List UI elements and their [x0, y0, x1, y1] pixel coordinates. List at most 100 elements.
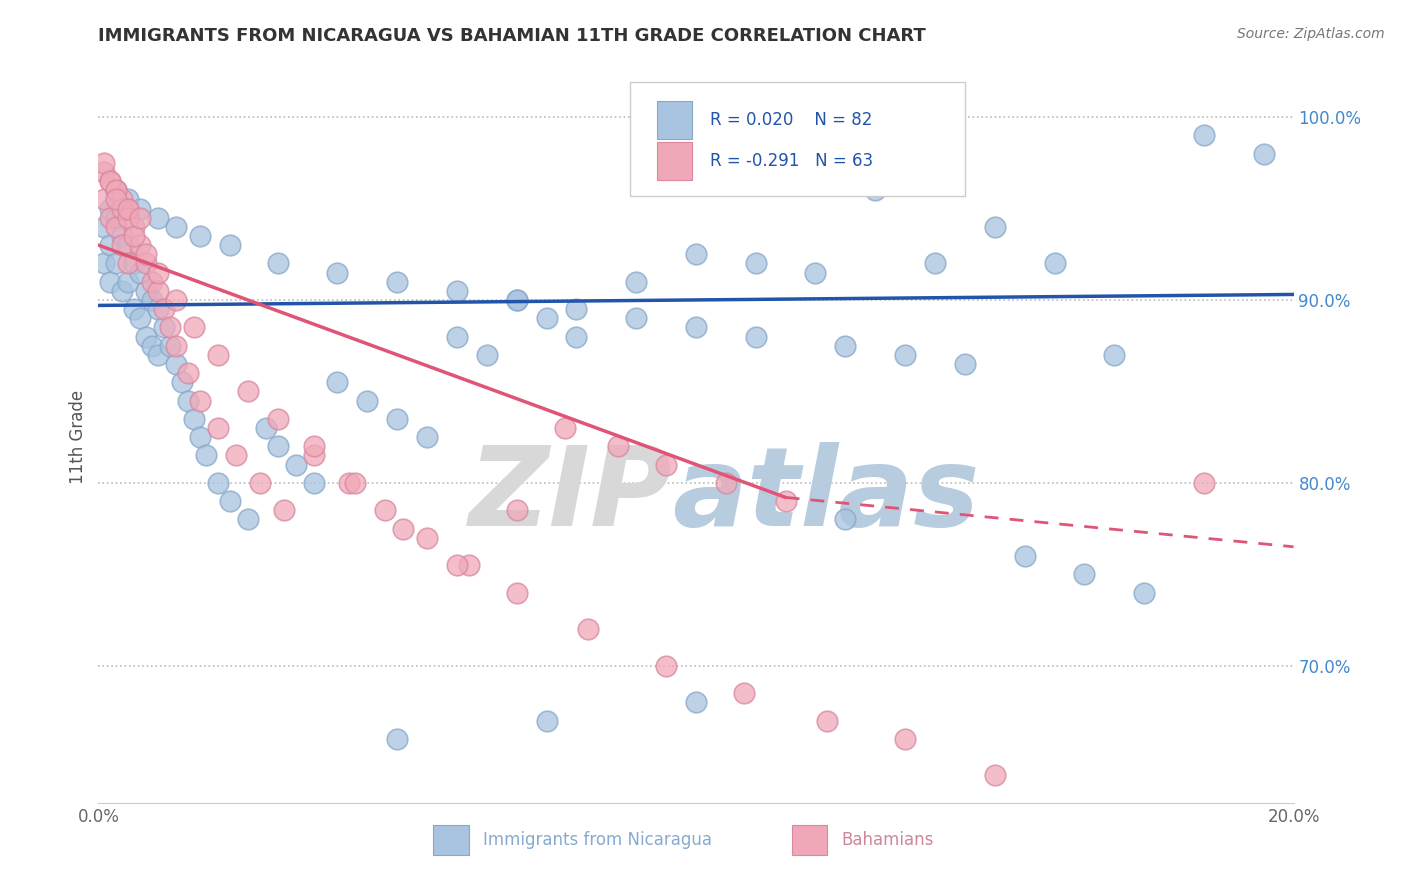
- Point: [117, 202, 139, 216]
- Point: [111, 228, 134, 243]
- Point: [626, 275, 648, 289]
- Point: [506, 293, 529, 307]
- Point: [236, 512, 259, 526]
- Point: [655, 458, 678, 472]
- Point: [984, 219, 1007, 234]
- Point: [344, 475, 367, 490]
- Point: [356, 393, 378, 408]
- Point: [148, 301, 170, 316]
- Point: [98, 174, 122, 188]
- Point: [834, 512, 856, 526]
- Point: [236, 384, 259, 399]
- Point: [105, 183, 128, 197]
- Point: [183, 411, 205, 425]
- Point: [745, 256, 768, 270]
- Point: [1043, 256, 1066, 270]
- Point: [207, 348, 229, 362]
- Text: IMMIGRANTS FROM NICARAGUA VS BAHAMIAN 11TH GRADE CORRELATION CHART: IMMIGRANTS FROM NICARAGUA VS BAHAMIAN 11…: [98, 27, 927, 45]
- Point: [135, 329, 157, 343]
- Point: [117, 238, 139, 252]
- Point: [219, 238, 242, 252]
- Y-axis label: 11th Grade: 11th Grade: [69, 390, 87, 484]
- Point: [385, 275, 409, 289]
- Text: ZIP: ZIP: [468, 442, 672, 549]
- Point: [565, 301, 588, 316]
- Point: [111, 192, 134, 206]
- Point: [655, 658, 678, 673]
- Point: [1014, 549, 1036, 563]
- Point: [93, 165, 115, 179]
- Text: R = -0.291   N = 63: R = -0.291 N = 63: [710, 153, 873, 170]
- Point: [446, 558, 468, 573]
- Point: [578, 622, 600, 636]
- Point: [165, 219, 187, 234]
- Point: [536, 311, 558, 326]
- Point: [129, 238, 152, 252]
- Point: [1104, 348, 1126, 362]
- Point: [1253, 146, 1275, 161]
- Point: [1192, 128, 1215, 143]
- FancyBboxPatch shape: [792, 825, 827, 855]
- Point: [1192, 475, 1215, 490]
- FancyBboxPatch shape: [630, 82, 965, 195]
- Point: [148, 284, 170, 298]
- Point: [249, 475, 271, 490]
- Point: [475, 348, 498, 362]
- Point: [111, 202, 134, 216]
- Point: [93, 256, 115, 270]
- Point: [302, 439, 325, 453]
- Point: [148, 211, 170, 225]
- Point: [188, 393, 211, 408]
- Text: Source: ZipAtlas.com: Source: ZipAtlas.com: [1237, 27, 1385, 41]
- Point: [172, 375, 194, 389]
- Text: R = 0.020    N = 82: R = 0.020 N = 82: [710, 112, 873, 129]
- FancyBboxPatch shape: [657, 143, 692, 180]
- Point: [326, 375, 349, 389]
- Point: [105, 256, 128, 270]
- Point: [105, 211, 128, 225]
- Point: [135, 284, 157, 298]
- Point: [165, 293, 187, 307]
- Point: [1073, 567, 1095, 582]
- Point: [111, 284, 134, 298]
- Point: [385, 411, 409, 425]
- Point: [865, 183, 887, 197]
- Point: [339, 475, 361, 490]
- Point: [124, 228, 146, 243]
- Point: [195, 448, 218, 462]
- Point: [124, 301, 146, 316]
- Point: [98, 174, 122, 188]
- Point: [98, 202, 122, 216]
- Point: [626, 311, 648, 326]
- FancyBboxPatch shape: [657, 102, 692, 139]
- Point: [148, 348, 170, 362]
- Point: [815, 714, 838, 728]
- Point: [416, 531, 439, 545]
- Point: [273, 503, 295, 517]
- Point: [124, 219, 146, 234]
- Point: [93, 192, 115, 206]
- Point: [148, 265, 170, 279]
- Point: [165, 338, 187, 352]
- Point: [267, 256, 290, 270]
- Text: Immigrants from Nicaragua: Immigrants from Nicaragua: [484, 831, 713, 849]
- Point: [775, 494, 797, 508]
- Point: [536, 714, 558, 728]
- Point: [188, 228, 211, 243]
- Point: [93, 155, 115, 169]
- Point: [302, 475, 325, 490]
- Point: [924, 256, 946, 270]
- Point: [554, 421, 576, 435]
- Point: [105, 183, 128, 197]
- Point: [385, 731, 409, 746]
- Point: [685, 695, 707, 709]
- Point: [894, 731, 917, 746]
- Point: [607, 439, 630, 453]
- Point: [111, 238, 134, 252]
- Point: [117, 202, 139, 216]
- Text: atlas: atlas: [672, 442, 980, 549]
- Point: [129, 202, 152, 216]
- Point: [188, 430, 211, 444]
- Point: [153, 301, 176, 316]
- Point: [733, 686, 755, 700]
